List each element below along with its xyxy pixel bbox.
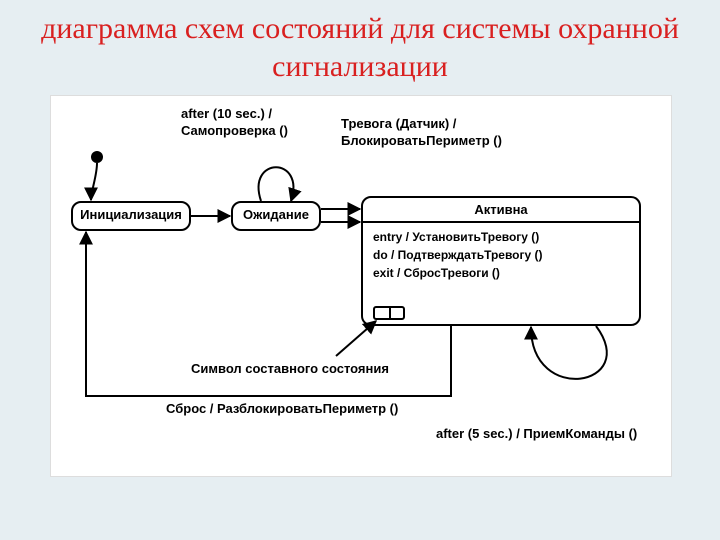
active-exit: exit / СбросТревоги () — [373, 264, 629, 282]
label-composite-note: Символ составного состояния — [191, 361, 389, 378]
diagram-canvas: Инициализация Ожидание Активна entry / У… — [50, 95, 672, 477]
initial-state-dot — [91, 151, 103, 163]
label-alarm: Тревога (Датчик) / БлокироватьПериметр (… — [341, 116, 502, 150]
page-title: диаграмма схем состояний для системы охр… — [0, 0, 720, 85]
state-init: Инициализация — [71, 201, 191, 231]
active-entry: entry / УстановитьТревогу () — [373, 228, 629, 246]
label-reset: Сброс / РазблокироватьПериметр () — [166, 401, 398, 418]
state-init-label: Инициализация — [73, 203, 189, 226]
state-active: Активна entry / УстановитьТревогу () do … — [361, 196, 641, 326]
label-poll: after (5 sec.) / ПриемКоманды () — [436, 426, 637, 443]
state-wait: Ожидание — [231, 201, 321, 231]
composite-state-icon — [373, 306, 405, 320]
state-active-label: Активна — [363, 198, 639, 223]
state-wait-label: Ожидание — [233, 203, 319, 226]
label-selfcheck: after (10 sec.) / Самопроверка () — [181, 106, 288, 140]
active-do: do / ПодтверждатьТревогу () — [373, 246, 629, 264]
